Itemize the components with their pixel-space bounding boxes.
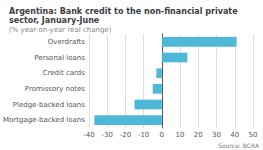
svg-text:Source: BCRA: Source: BCRA [218,142,260,149]
svg-text:Promissory notes: Promissory notes [25,85,85,93]
svg-text:Credit cards: Credit cards [43,69,86,77]
svg-text:Overdrafts: Overdrafts [48,38,85,46]
svg-text:50: 50 [249,131,258,139]
svg-text:Pledge-backed loans: Pledge-backed loans [13,101,86,109]
svg-text:-40: -40 [83,131,94,139]
svg-text:0: 0 [160,131,164,139]
svg-text:Mortgage-backed loans: Mortgage-backed loans [3,116,85,124]
svg-text:30: 30 [212,131,221,139]
svg-text:-10: -10 [138,131,149,139]
svg-text:Argentina: Bank credit to the: Argentina: Bank credit to the non-financ… [9,7,240,16]
svg-text:(% year-on-year real change): (% year-on-year real change) [9,26,112,34]
svg-text:-30: -30 [101,131,112,139]
svg-text:Personal loans: Personal loans [34,54,85,62]
svg-text:sector, January-June: sector, January-June [9,16,100,25]
svg-text:10: 10 [176,131,185,139]
svg-text:40: 40 [230,131,239,139]
svg-text:-20: -20 [120,131,131,139]
svg-text:20: 20 [194,131,203,139]
